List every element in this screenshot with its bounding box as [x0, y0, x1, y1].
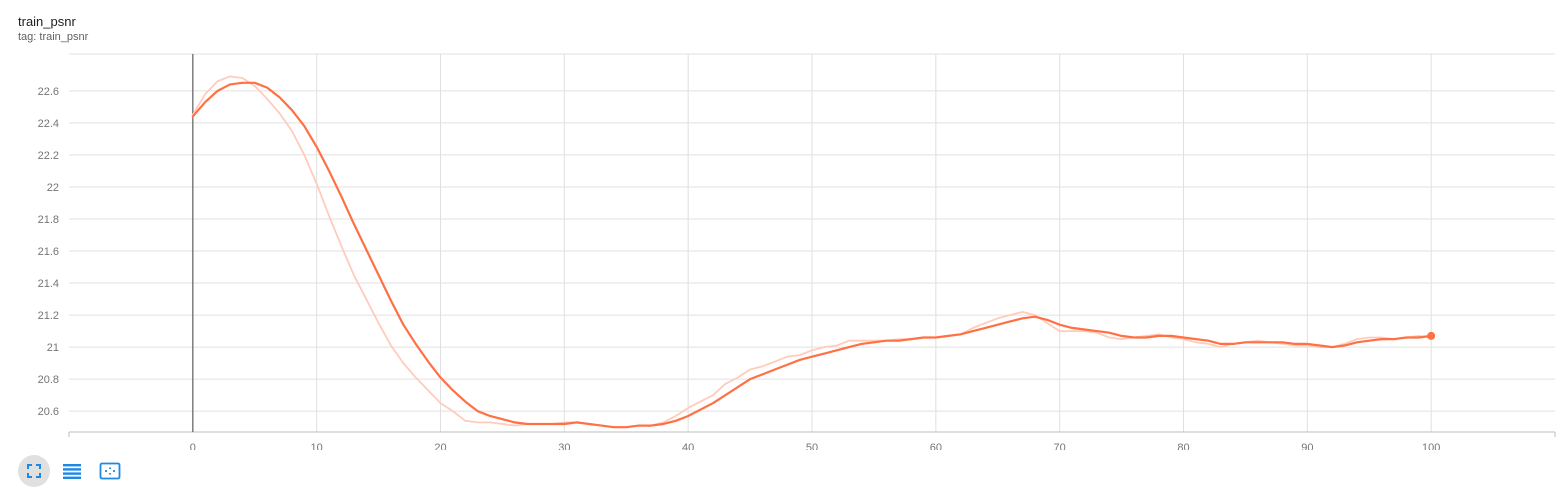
raw-series-line	[191, 75, 1433, 429]
line-chart[interactable]: 0 10 20 30 40 50 60 70 80 90 100 20.6 20.8 21 21.2 21.4…	[0, 0, 1566, 450]
y-tick-label: 21.8	[38, 214, 59, 226]
y-tick-label: 21	[47, 342, 59, 354]
x-tick-label: 40	[682, 442, 694, 450]
x-tick-label: 90	[1301, 442, 1313, 450]
toggle-y-log-button[interactable]	[56, 455, 88, 487]
x-tick-label: 50	[806, 442, 818, 450]
fullscreen-icon	[27, 464, 41, 478]
y-tick-label: 22	[47, 182, 59, 194]
fit-domain-icon	[99, 462, 121, 480]
last-point-marker	[1427, 331, 1436, 340]
y-tick-label: 22.4	[38, 118, 59, 130]
x-tick-label: 100	[1422, 442, 1440, 450]
x-tick-label: 30	[558, 442, 570, 450]
y-tick-label: 20.8	[38, 374, 59, 386]
y-tick-label: 22.2	[38, 150, 59, 162]
tick-labels: 0 10 20 30 40 50 60 70 80 90 100 20.6 20.8 21 21.2 21.4…	[38, 86, 1441, 450]
y-tick-label: 22.6	[38, 86, 59, 98]
chart-tag: tag: train_psnr	[18, 31, 89, 43]
grid-lines	[69, 53, 1555, 432]
y-tick-label: 21.4	[38, 278, 59, 290]
list-icon	[63, 464, 81, 479]
x-tick-label: 0	[190, 442, 196, 450]
smoothed-series-line	[191, 81, 1433, 429]
chart-toolbar	[18, 455, 126, 487]
x-tick-label: 60	[930, 442, 942, 450]
series-lines	[191, 75, 1436, 429]
x-tick-label: 80	[1177, 442, 1189, 450]
fit-domain-button[interactable]	[94, 455, 126, 487]
y-tick-label: 21.6	[38, 246, 59, 258]
x-tick-label: 20	[434, 442, 446, 450]
x-tick-label: 70	[1054, 442, 1066, 450]
y-tick-label: 21.2	[38, 310, 59, 322]
y-tick-label: 20.6	[38, 406, 59, 418]
fullscreen-button[interactable]	[18, 455, 50, 487]
chart-title: train_psnr	[18, 14, 76, 29]
x-tick-label: 10	[311, 442, 323, 450]
